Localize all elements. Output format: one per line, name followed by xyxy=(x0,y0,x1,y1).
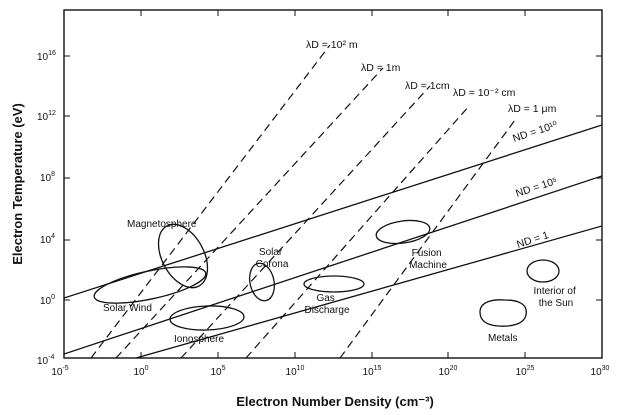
x-tick-label: 1010 xyxy=(286,365,305,378)
x-tick-label: 1030 xyxy=(591,365,610,378)
x-tick-label: 105 xyxy=(210,365,225,378)
region-magnetosphere xyxy=(157,223,209,289)
y-tick-marks xyxy=(64,55,602,301)
debye-label-1e-2cm: λD = 10⁻² cm xyxy=(453,87,516,99)
y-axis-title: Electron Temperature (eV) xyxy=(10,103,25,265)
region-fusion-machine xyxy=(375,219,431,245)
debye-line-1um xyxy=(339,119,516,358)
region-label-metals: Metals xyxy=(488,333,517,344)
region-solar-corona xyxy=(248,262,276,302)
y-tick-labels: 10-4 100 104 108 1012 1016 xyxy=(37,50,56,367)
debye-label-100m: λD = 10² m xyxy=(306,39,358,51)
debye-label-1m: λD = 1m xyxy=(361,62,401,74)
plasma-parameter-lines xyxy=(64,124,602,358)
region-label-magnetosphere: Magnetosphere xyxy=(127,219,197,230)
debye-label-1cm: λD = 1cm xyxy=(405,80,450,92)
nd-label-1e5: ND = 10⁵ xyxy=(514,175,559,200)
y-tick-label: 1016 xyxy=(37,50,56,63)
region-solar-wind xyxy=(93,266,207,304)
region-ionosphere xyxy=(169,305,245,331)
nd-line-1e5 xyxy=(64,175,602,355)
region-label-solar-corona: Solar Corona xyxy=(256,247,289,270)
y-tick-label: 100 xyxy=(40,294,55,307)
region-label-gas-discharge: Gas Discharge xyxy=(304,293,349,316)
region-label-interior-of-sun: Interior of the Sun xyxy=(533,286,578,309)
region-gas-discharge xyxy=(303,275,365,293)
debye-line-1cm xyxy=(180,85,431,358)
nd-line-1e10 xyxy=(64,124,602,299)
y-tick-label: 1012 xyxy=(37,110,56,123)
x-tick-label: 1020 xyxy=(439,365,458,378)
x-axis-title: Electron Number Density (cm⁻³) xyxy=(236,394,434,409)
region-interior-of-sun xyxy=(526,259,560,283)
x-tick-label: 10-5 xyxy=(51,365,68,378)
x-tick-label: 1015 xyxy=(363,365,382,378)
debye-label-1um: λD = 1 μm xyxy=(508,103,557,115)
y-tick-label: 104 xyxy=(40,233,55,246)
x-tick-labels: 10-5 100 105 1010 1015 1020 1025 1030 xyxy=(51,365,609,378)
debye-line-1m xyxy=(115,67,384,358)
nd-line-1 xyxy=(135,225,602,358)
region-label-ionosphere: Ionosphere xyxy=(174,334,224,345)
x-tick-label: 100 xyxy=(133,365,148,378)
region-label-fusion-machine: Fusion Machine xyxy=(409,248,447,271)
region-metals xyxy=(479,299,527,327)
y-tick-label: 10-4 xyxy=(37,354,54,367)
region-label-solar-wind: Solar Wind xyxy=(103,303,152,314)
region-outlines xyxy=(93,219,560,331)
x-tick-label: 1025 xyxy=(516,365,535,378)
debye-line-1e-2cm xyxy=(245,104,471,358)
plot-frame xyxy=(63,9,603,359)
debye-length-labels: λD = 10² m λD = 1m λD = 1cm λD = 10⁻² cm… xyxy=(306,39,557,115)
y-tick-label: 108 xyxy=(40,171,55,184)
plasma-parameter-labels: ND = 10¹⁰ ND = 10⁵ ND = 1 xyxy=(511,119,560,251)
debye-line-100m xyxy=(90,44,331,358)
nd-label-1: ND = 1 xyxy=(515,229,550,251)
region-labels: Magnetosphere Solar Wind Solar Corona Io… xyxy=(103,219,578,345)
x-tick-marks xyxy=(140,10,526,358)
